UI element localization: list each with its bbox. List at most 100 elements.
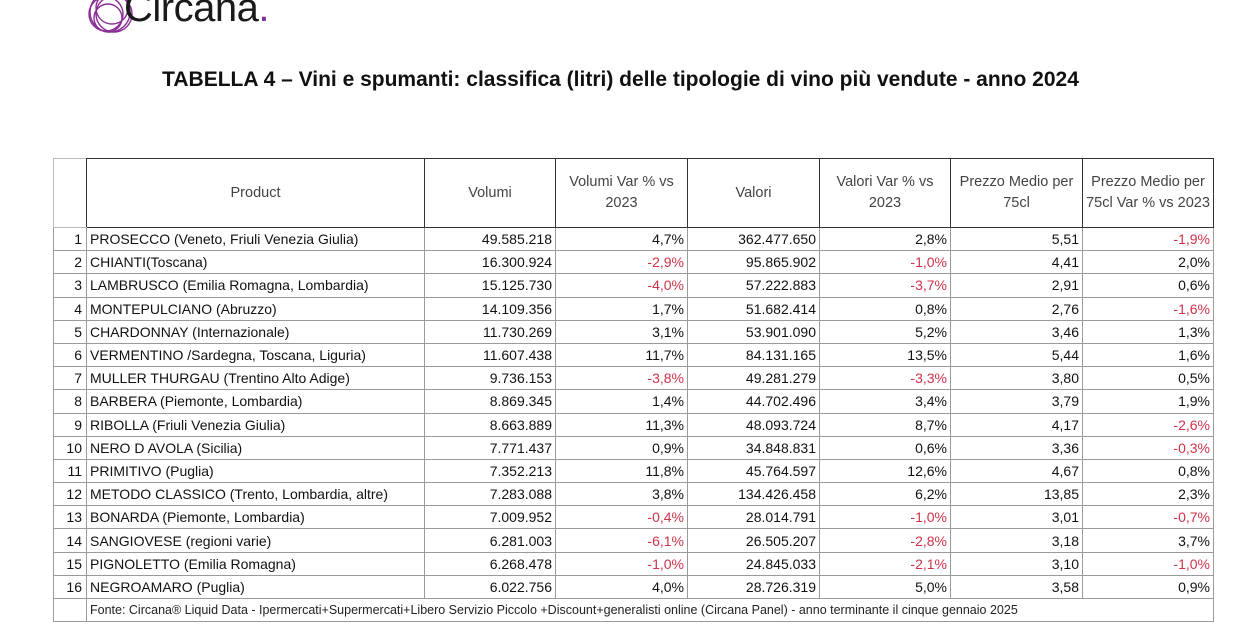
table-row: 4 MONTEPULCIANO (Abruzzo) 14.109.356 1,7% 51…	[53, 296, 1214, 321]
value-cell: 1,9%	[1082, 389, 1214, 414]
rank-cell: 15	[53, 551, 87, 576]
product-cell: PIGNOLETTO (Emilia Romagna)	[86, 551, 425, 576]
value-cell: 3,1%	[555, 319, 688, 344]
value-cell: 7.771.437	[424, 435, 556, 460]
logo-text: Circana.	[124, 0, 269, 31]
value-cell: 12,6%	[819, 458, 951, 484]
product-cell: SANGIOVESE (regioni varie)	[86, 528, 425, 553]
value-cell: 9.736.153	[424, 366, 556, 391]
value-cell: 0,9%	[1082, 574, 1214, 600]
product-cell: NERO D AVOLA (Sicilia)	[86, 435, 425, 460]
rank-cell: 10	[53, 435, 87, 460]
value-cell: 3,10	[950, 551, 1083, 576]
product-cell: PRIMITIVO (Puglia)	[86, 458, 425, 484]
value-cell: -2,8%	[819, 528, 951, 553]
product-cell: METODO CLASSICO (Trento, Lombardia, altr…	[86, 482, 425, 507]
rank-cell: 11	[53, 458, 87, 484]
value-cell: 4,41	[950, 250, 1083, 275]
rank-cell: 13	[53, 505, 87, 530]
value-cell: 16.300.924	[424, 250, 556, 275]
value-cell: -1,0%	[819, 505, 951, 530]
column-header: Volumi Var % vs 2023	[555, 158, 688, 228]
logo-dot: .	[258, 0, 269, 30]
table-row: 2 CHIANTI(Toscana) 16.300.924 -2,9% 95.865.9…	[53, 250, 1214, 275]
value-cell: 5,44	[950, 342, 1083, 368]
value-cell: 6,2%	[819, 482, 951, 507]
value-cell: 3,79	[950, 389, 1083, 414]
product-cell: NEGROAMARO (Puglia)	[86, 574, 425, 600]
value-cell: 13,85	[950, 482, 1083, 507]
value-cell: 2,3%	[1082, 482, 1214, 507]
value-cell: 4,7%	[555, 226, 688, 252]
value-cell: -2,9%	[555, 250, 688, 275]
column-header: Valori	[687, 158, 820, 228]
product-cell: PROSECCO (Veneto, Friuli Venezia Giulia)	[86, 226, 425, 252]
footnote: Fonte: Circana® Liquid Data - Ipermercat…	[86, 597, 1214, 623]
title: TABELLA 4 – Vini e spumanti: classifica …	[162, 68, 1079, 91]
value-cell: 15.125.730	[424, 273, 556, 298]
value-cell: 3,80	[950, 366, 1083, 391]
value-cell: 3,01	[950, 505, 1083, 530]
column-header: Prezzo Medio per 75cl Var % vs 2023	[1082, 158, 1214, 228]
value-cell: 2,0%	[1082, 250, 1214, 275]
value-cell: -1,0%	[555, 551, 688, 576]
table-row: 16 NEGROAMARO (Puglia) 6.022.756 4,0% 28.726…	[53, 574, 1214, 600]
value-cell: 49.585.218	[424, 226, 556, 252]
value-cell: 4,17	[950, 412, 1083, 437]
value-cell: 1,3%	[1082, 319, 1214, 344]
value-cell: 45.764.597	[687, 458, 820, 484]
value-cell: -0,3%	[1082, 435, 1214, 460]
product-cell: CHIANTI(Toscana)	[86, 250, 425, 275]
value-cell: 8.663.889	[424, 412, 556, 437]
column-header: Product	[86, 158, 425, 228]
value-cell: 11,3%	[555, 412, 688, 437]
product-cell: LAMBRUSCO (Emilia Romagna, Lombardia)	[86, 273, 425, 298]
logo-name: Circana	[124, 0, 259, 30]
rank-cell: 9	[53, 412, 87, 437]
value-cell: 6.281.003	[424, 528, 556, 553]
rank-cell: 16	[53, 574, 87, 600]
header-row: Product Volumi Volumi Var % vs 2023 Valori V…	[53, 158, 1214, 228]
value-cell: -4,0%	[555, 273, 688, 298]
value-cell: 5,2%	[819, 319, 951, 344]
value-cell: 5,0%	[819, 574, 951, 600]
value-cell: -3,7%	[819, 273, 951, 298]
value-cell: 0,6%	[819, 435, 951, 460]
value-cell: 26.505.207	[687, 528, 820, 553]
value-cell: 4,67	[950, 458, 1083, 484]
logo-mark	[88, 0, 133, 33]
value-cell: 4,0%	[555, 574, 688, 600]
value-cell: 1,6%	[1082, 342, 1214, 368]
value-cell: 11,7%	[555, 342, 688, 368]
value-cell: 13,5%	[819, 342, 951, 368]
value-cell: 3,36	[950, 435, 1083, 460]
table-row: 9 RIBOLLA (Friuli Venezia Giulia) 8.663.88…	[53, 412, 1214, 437]
value-cell: -3,3%	[819, 366, 951, 391]
table-row: 15 PIGNOLETTO (Emilia Romagna) 6.268.478 -1…	[53, 551, 1214, 576]
value-cell: 49.281.279	[687, 366, 820, 391]
value-cell: 7.352.213	[424, 458, 556, 484]
value-cell: 11.607.438	[424, 342, 556, 368]
table-row: 1 PROSECCO (Veneto, Friuli Venezia Giulia…	[53, 226, 1214, 252]
value-cell: 1,4%	[555, 389, 688, 414]
value-cell: 362.477.650	[687, 226, 820, 252]
value-cell: 51.682.414	[687, 296, 820, 321]
value-cell: 57.222.883	[687, 273, 820, 298]
value-cell: -1,9%	[1082, 226, 1214, 252]
table-row: 5 CHARDONNAY (Internazionale) 11.730.269 3,…	[53, 319, 1214, 344]
table-row: 14 SANGIOVESE (regioni varie) 6.281.003 -6,…	[53, 528, 1214, 553]
value-cell: 3,7%	[1082, 528, 1214, 553]
value-cell: 3,58	[950, 574, 1083, 600]
blank-cell	[53, 158, 87, 228]
rank-cell: 3	[53, 273, 87, 298]
value-cell: 5,51	[950, 226, 1083, 252]
table-row: 12 METODO CLASSICO (Trento, Lombardia, al…	[53, 482, 1214, 507]
value-cell: 95.865.902	[687, 250, 820, 275]
value-cell: 3,18	[950, 528, 1083, 553]
value-cell: 2,91	[950, 273, 1083, 298]
table-row: 8 BARBERA (Piemonte, Lombardia) 8.869.345 1…	[53, 389, 1214, 414]
value-cell: -1,0%	[1082, 551, 1214, 576]
value-cell: 7.009.952	[424, 505, 556, 530]
value-cell: 3,46	[950, 319, 1083, 344]
column-header: Prezzo Medio per 75cl	[950, 158, 1083, 228]
